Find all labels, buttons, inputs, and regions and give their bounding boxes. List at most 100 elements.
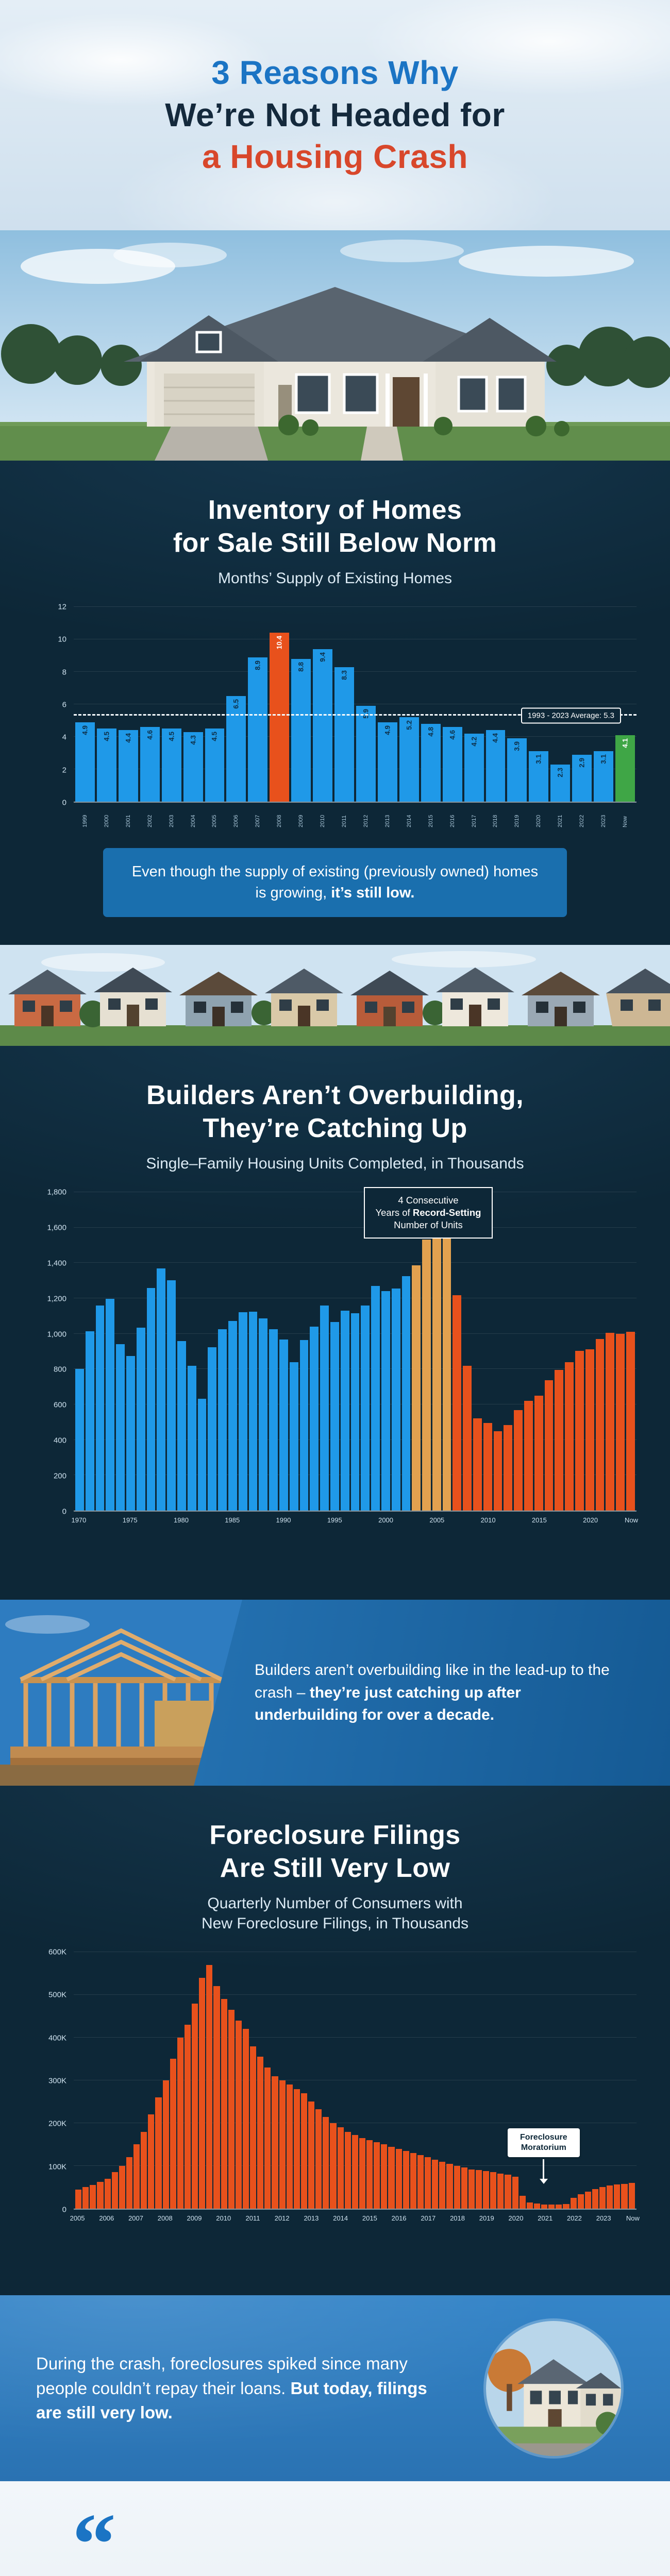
- x-tick-label: 2003: [162, 806, 181, 827]
- bar-slot: [104, 1952, 111, 2209]
- bar-value-label: 4.3: [189, 735, 197, 745]
- gridline: [74, 1994, 636, 1995]
- bar: [548, 2205, 555, 2209]
- down-arrow-tip-icon: [539, 2178, 548, 2184]
- bar: 4.6: [140, 727, 160, 802]
- bar-slot: [468, 1952, 475, 2209]
- gridline: [74, 736, 636, 737]
- bar-slot: [308, 1952, 315, 2209]
- bar-slot: 4.4: [485, 607, 506, 802]
- bar-slot: 10.4: [270, 607, 290, 802]
- inventory-chart-x-axis: 1999 2000 2001 2002 2003 2004 2005 2006 2007 2008…: [74, 803, 636, 827]
- bar: [286, 2084, 293, 2209]
- bar-slot: 4.1: [615, 607, 635, 802]
- x-tick-label: 2011: [334, 806, 354, 827]
- bar-slot: [155, 1952, 162, 2209]
- foreclosure-subtitle-line-1: Quarterly Number of Consumers with: [207, 1894, 463, 1912]
- bar: [544, 1380, 554, 1511]
- bar-slot: 3.9: [507, 607, 527, 802]
- x-tick-label: 2007: [128, 2214, 143, 2222]
- bar: [446, 2163, 453, 2209]
- bar-slot: 2.9: [572, 607, 592, 802]
- bar-slot: 4.5: [161, 607, 181, 802]
- bar: 6.5: [226, 696, 246, 802]
- x-tick-label: Now: [626, 2214, 640, 2222]
- x-tick-text: 1999: [81, 815, 88, 827]
- bar-slot: [320, 1192, 329, 1511]
- inventory-chart-plot: 4.9 4.5 4.4 4.6 4.5 4.3 4.5 6.5 8.9 10.4 8.8 9.4 8.3…: [74, 606, 636, 803]
- foreclosure-title-line-2: Are Still Very Low: [220, 1853, 450, 1884]
- bar: 9.4: [313, 649, 333, 802]
- x-tick-label: 2015: [421, 806, 441, 827]
- bar: [293, 2089, 300, 2209]
- x-tick-label: 2020: [508, 2214, 524, 2222]
- bar: [97, 2182, 104, 2209]
- bar-slot: [289, 1192, 298, 1511]
- bar: [388, 2146, 395, 2209]
- bar: [556, 2205, 562, 2209]
- x-tick-label: Now: [625, 1516, 639, 1524]
- inventory-title-line-2: for Sale Still Below Norm: [173, 528, 497, 558]
- foreclosure-section: Foreclosure Filings Are Still Very Low Q…: [0, 1786, 670, 2295]
- title-line-2: We’re Not Headed for: [165, 94, 505, 137]
- x-tick-text: 2003: [168, 815, 175, 827]
- bar: [250, 2046, 257, 2209]
- bar: [300, 2093, 307, 2209]
- x-tick-label: 2005: [70, 2214, 85, 2222]
- x-tick-label: 2008: [270, 806, 289, 827]
- x-tick-text: 2019: [514, 815, 521, 827]
- bar-slot: [628, 1952, 635, 2209]
- neighborhood-photo: [0, 945, 670, 1046]
- inventory-title-line-1: Inventory of Homes: [208, 495, 462, 525]
- bar: [493, 1431, 502, 1511]
- x-tick-label: 1999: [75, 806, 95, 827]
- bar: [126, 2157, 132, 2209]
- bar-slot: [300, 1952, 307, 2209]
- bar-value-label: 4.8: [427, 726, 435, 737]
- bar-slot: [119, 1952, 125, 2209]
- bar-slot: [361, 1192, 370, 1511]
- x-tick-text: 2009: [298, 815, 305, 827]
- bar-slot: [82, 1952, 89, 2209]
- x-tick-label: 2008: [157, 2214, 173, 2222]
- bar-slot: 4.4: [118, 607, 138, 802]
- x-tick-label: 2005: [205, 806, 225, 827]
- y-tick-label: 600K: [48, 1947, 66, 1957]
- bar: [310, 1327, 319, 1511]
- bar-slot: [177, 1952, 183, 2209]
- y-tick-label: 1,400: [47, 1259, 66, 1268]
- bar-slot: [381, 1952, 388, 2209]
- bar-value-label: 4.4: [491, 733, 499, 743]
- bar-slot: [410, 1952, 416, 2209]
- bar-slot: [453, 1192, 462, 1511]
- average-line: [74, 714, 636, 716]
- bar-slot: [272, 1952, 278, 2209]
- bar-value-label: 4.2: [470, 736, 478, 747]
- bar-value-label: 4.5: [167, 732, 176, 741]
- bar-slot: [299, 1192, 309, 1511]
- x-tick-text: 2008: [276, 815, 283, 827]
- bar: [95, 1305, 105, 1511]
- x-tick-label: 2016: [391, 2214, 407, 2222]
- bar-slot: [555, 1192, 564, 1511]
- x-tick-label: 2007: [248, 806, 267, 827]
- bar-slot: 4.9: [377, 607, 397, 802]
- bar: [177, 2037, 183, 2209]
- y-tick-label: 1,000: [47, 1330, 66, 1338]
- bar-slot: [585, 1192, 594, 1511]
- x-tick-label: Now: [615, 806, 635, 827]
- bar-slot: [279, 1952, 286, 2209]
- bar: [519, 2196, 526, 2209]
- builders-chart-plot: 4 Consecutive Years of Record-Setting Nu…: [74, 1187, 636, 1512]
- bar: [585, 1349, 594, 1511]
- moratorium-callout-box: Foreclosure Moratorium: [507, 2128, 580, 2157]
- bar: 2.3: [550, 764, 571, 802]
- x-tick-label: 2022: [572, 806, 592, 827]
- bar-slot: [454, 1952, 460, 2209]
- x-tick-label: 2000: [97, 806, 116, 827]
- bar: [412, 1265, 421, 1511]
- foreclosure-chart-x-axis: 2005 2006 2007 2008 2009 2010 2011 2012 2013 2014…: [70, 2210, 640, 2228]
- x-tick-text: 2004: [190, 815, 196, 827]
- bar: [116, 1344, 125, 1511]
- bar-slot: 3.1: [529, 607, 549, 802]
